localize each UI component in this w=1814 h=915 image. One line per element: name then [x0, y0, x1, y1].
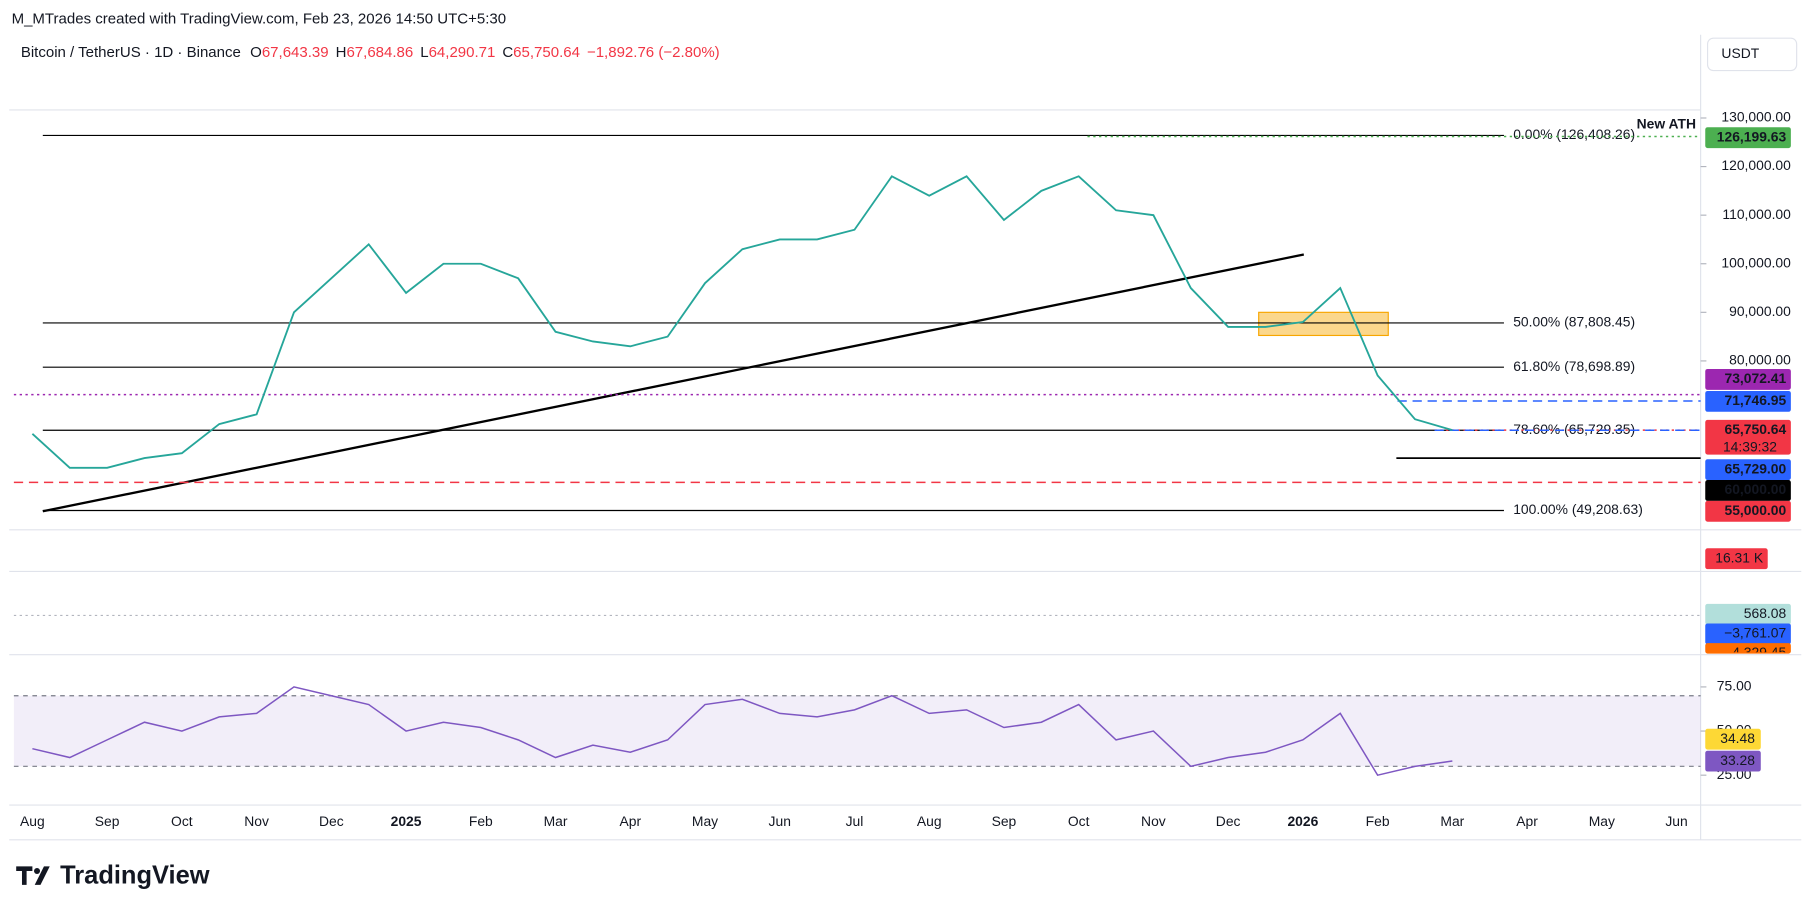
x-tick-label: 2025: [391, 813, 422, 829]
ohlc-key: O: [250, 44, 262, 61]
y-tick-label: 110,000.00: [1722, 206, 1791, 222]
y-tick-label: 120,000.00: [1721, 157, 1791, 173]
rsi-tick-label: 75.00: [1717, 678, 1752, 694]
fib-label: 100.00% (49,208.63): [1513, 501, 1643, 517]
fib-label: 50.00% (87,808.45): [1513, 314, 1635, 330]
brand-name: TradingView: [60, 862, 210, 890]
x-tick-label: Nov: [1141, 813, 1166, 829]
x-tick-label: Sep: [95, 813, 120, 829]
consolidation-zone: [1258, 311, 1389, 337]
price-badge-label: 73,072.41: [1724, 370, 1786, 386]
y-tick-label: 80,000.00: [1729, 352, 1791, 368]
price-badge: [1705, 390, 1791, 412]
x-tick-label: May: [1589, 813, 1615, 829]
symbol-line: Bitcoin / TetherUS · 1D · Binance O67,643…: [21, 44, 720, 61]
x-tick-label: Oct: [1068, 813, 1090, 829]
brand-logo: [16, 866, 50, 885]
price-line: [31, 175, 1453, 469]
x-tick-label: 2026: [1287, 813, 1318, 829]
fib-label: 61.80% (78,698.89): [1513, 358, 1635, 374]
ohlc-value: 67,643.39: [262, 44, 329, 61]
x-tick-label: Apr: [1516, 813, 1538, 829]
x-tick-label: May: [692, 813, 718, 829]
fib-label: 0.00% (126,408.26): [1513, 126, 1635, 142]
price-badge: [1705, 419, 1791, 455]
macd-badge: [1705, 643, 1791, 654]
price-badge: [1705, 459, 1791, 481]
price-badge-label: 65,750.64: [1724, 421, 1786, 437]
price-badge-label: 126,199.63: [1717, 128, 1787, 144]
ohlc-key: L: [420, 44, 428, 61]
price-badge: [1705, 127, 1791, 149]
macd-badge: [1705, 623, 1791, 645]
x-tick-label: Jun: [1665, 813, 1687, 829]
price-badge-label: 71,746.95: [1724, 392, 1786, 408]
x-tick-label: Aug: [20, 813, 45, 829]
price-badge: [1705, 500, 1791, 522]
macd-label: -4,329.45: [1728, 644, 1787, 660]
ohlc-value: 67,684.86: [346, 44, 413, 61]
x-tick-label: Aug: [917, 813, 942, 829]
volume-label: 16.31 K: [1715, 549, 1764, 565]
rsi-band: [13, 695, 1701, 767]
x-tick-label: Dec: [1216, 813, 1241, 829]
rsi-badge: [1705, 728, 1761, 750]
rsi-badge: [1705, 750, 1761, 772]
x-tick-label: Mar: [1440, 813, 1464, 829]
y-tick-label: 100,000.00: [1721, 254, 1791, 270]
y-tick-label: 130,000.00: [1721, 109, 1791, 125]
macd-label: 568.08: [1744, 605, 1787, 621]
price-badge: [1705, 480, 1791, 501]
brand: TradingView: [16, 862, 210, 890]
countdown: 14:39:32: [1723, 438, 1777, 454]
macd-label: −3,761.07: [1724, 625, 1786, 641]
volume-badge: [1705, 548, 1768, 570]
ohlc-value: 65,750.64: [513, 44, 580, 61]
price-badge: [1705, 369, 1791, 390]
currency-button[interactable]: USDT: [1706, 37, 1798, 72]
symbol: Bitcoin / TetherUS · 1D · Binance: [21, 44, 241, 61]
fib-label: 78.60% (65,729.35): [1513, 421, 1635, 437]
brand-logo-dot: [34, 868, 41, 875]
x-tick-label: Apr: [619, 813, 641, 829]
rsi-label: 33.28: [1720, 752, 1755, 768]
x-tick-label: Dec: [319, 813, 344, 829]
ohlc-key: C: [502, 44, 513, 61]
currency[interactable]: USDT: [1721, 45, 1759, 61]
trend-line: [42, 253, 1305, 513]
rsi-label: 34.48: [1720, 730, 1755, 746]
x-tick-label: Feb: [469, 813, 493, 829]
x-tick-label: Jun: [769, 813, 791, 829]
price-badge-label: 65,729.00: [1724, 460, 1786, 476]
x-tick-label: Jul: [846, 813, 864, 829]
x-tick-label: Sep: [992, 813, 1017, 829]
y-tick-label: 90,000.00: [1729, 303, 1791, 319]
x-tick-label: Feb: [1366, 813, 1390, 829]
ohlc-key: H: [336, 44, 347, 61]
price-badge-label: 55,000.00: [1724, 502, 1786, 518]
x-tick-label: Nov: [244, 813, 269, 829]
annotation: New ATH: [1637, 116, 1696, 132]
x-tick-label: Oct: [171, 813, 193, 829]
rsi-line: [32, 686, 1453, 777]
change: −1,892.76 (−2.80%): [587, 44, 720, 61]
macd-badge: [1705, 603, 1791, 625]
price-badge-label: 60,000.00: [1724, 481, 1786, 497]
x-tick-label: Mar: [544, 813, 568, 829]
ohlc-value: 64,290.71: [429, 44, 496, 61]
button-box[interactable]: [1706, 37, 1798, 72]
credit: M_MTrades created with TradingView.com, …: [12, 11, 507, 28]
